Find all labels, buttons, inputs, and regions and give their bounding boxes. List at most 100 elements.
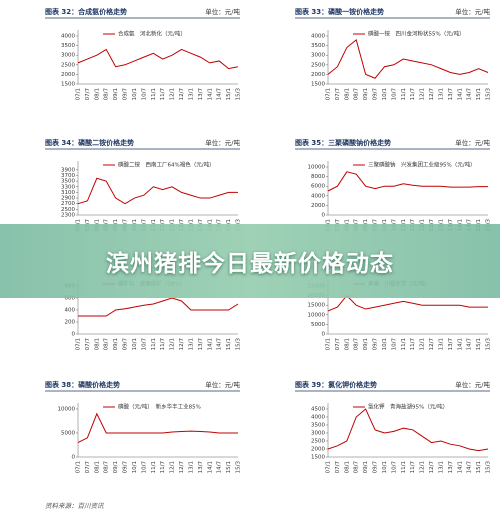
x-tick-label: 12/7 — [429, 88, 435, 101]
x-tick-label: 08/7 — [354, 88, 360, 101]
x-tick-label: 14/7 — [217, 338, 223, 351]
x-tick-label: 10/1 — [132, 338, 138, 350]
x-tick-label: 14/7 — [217, 461, 223, 474]
x-tick-label: 09/7 — [373, 88, 379, 101]
x-tick-label: 14/7 — [467, 461, 473, 474]
x-tick-label: 09/1 — [363, 88, 369, 100]
x-tick-label: 12/1 — [170, 461, 176, 473]
y-tick-label: 2000 — [311, 72, 325, 78]
y-tick-label: 4000 — [61, 34, 75, 40]
y-tick-label: 2500 — [311, 62, 325, 68]
x-tick-label: 10/1 — [132, 461, 138, 473]
x-tick-label: 11/1 — [401, 461, 407, 473]
x-tick-label: 15/3 — [236, 461, 242, 474]
unit-label: 单位：元/吨 — [455, 380, 490, 389]
x-tick-label: 08/1 — [94, 461, 100, 473]
y-tick-label: 3700 — [61, 173, 75, 179]
x-tick-label: 07/7 — [85, 338, 91, 351]
unit-label: 单位：元/吨 — [455, 138, 490, 147]
source-note: 资料来源：百川资讯 — [45, 502, 104, 510]
x-tick-label: 07/7 — [335, 461, 341, 474]
x-tick-label: 11/7 — [410, 461, 416, 474]
unit-label: 单位：元/吨 — [205, 380, 240, 389]
x-tick-label: 07/7 — [335, 338, 341, 351]
x-tick-label: 11/7 — [160, 88, 166, 101]
price-line — [77, 177, 238, 205]
y-tick-label: 3000 — [61, 53, 75, 59]
x-tick-label: 10/7 — [141, 461, 147, 474]
x-tick-label: 07/1 — [326, 88, 332, 100]
x-tick-label: 10/1 — [382, 338, 388, 350]
y-tick-label: 3100 — [61, 190, 75, 196]
x-tick-label: 13/1 — [188, 338, 194, 350]
x-tick-label: 10/7 — [391, 338, 397, 351]
x-tick-label: 08/1 — [94, 338, 100, 350]
x-tick-label: 11/1 — [151, 461, 157, 473]
x-tick-label: 14/7 — [467, 88, 473, 101]
x-tick-label: 10/1 — [132, 88, 138, 100]
x-tick-label: 07/1 — [76, 88, 82, 100]
y-tick-label: 0 — [322, 213, 326, 219]
y-tick-label: 4000 — [311, 415, 325, 421]
x-tick-label: 13/7 — [198, 461, 204, 474]
x-tick-label: 14/1 — [457, 88, 463, 100]
x-tick-label: 13/7 — [448, 461, 454, 474]
legend-label: 合成氨 河北新化（元/吨） — [118, 30, 186, 38]
x-tick-label: 13/1 — [438, 461, 444, 473]
unit-label: 单位：元/吨 — [205, 138, 240, 147]
x-tick-label: 08/7 — [104, 461, 110, 474]
x-tick-label: 07/7 — [85, 88, 91, 101]
x-tick-label: 15/3 — [486, 461, 492, 474]
x-tick-label: 11/7 — [160, 338, 166, 351]
y-tick-label: 0 — [322, 332, 326, 338]
x-tick-label: 15/3 — [236, 338, 242, 351]
x-tick-label: 15/1 — [476, 461, 482, 473]
x-tick-label: 15/3 — [236, 88, 242, 101]
x-tick-label: 13/1 — [188, 461, 194, 473]
legend-label: 三聚磷酸钠 兴发集团工业级95%（元/吨） — [368, 161, 476, 169]
unit-label: 单位：元/吨 — [455, 7, 490, 16]
y-tick-label: 5000 — [61, 431, 75, 437]
y-tick-label: 3500 — [61, 43, 75, 49]
x-tick-label: 15/1 — [226, 461, 232, 473]
price-line — [78, 297, 239, 317]
x-tick-label: 14/7 — [217, 88, 223, 101]
y-tick-label: 2000 — [61, 72, 75, 78]
y-tick-label: 600 — [65, 296, 76, 302]
chart-title: 图表 38：磷酸价格走势 — [45, 380, 120, 389]
y-tick-label: 10000 — [308, 165, 326, 171]
x-tick-label: 13/7 — [448, 88, 454, 101]
x-tick-label: 14/1 — [207, 461, 213, 473]
y-tick-label: 10000 — [58, 407, 76, 413]
y-tick-label: 4000 — [311, 34, 325, 40]
x-tick-label: 12/1 — [170, 88, 176, 100]
x-tick-label: 07/1 — [76, 338, 82, 350]
x-tick-label: 09/1 — [363, 461, 369, 473]
x-tick-label: 07/7 — [335, 88, 341, 101]
x-tick-label: 08/7 — [354, 461, 360, 474]
x-tick-label: 11/1 — [401, 338, 407, 350]
x-tick-label: 14/1 — [457, 461, 463, 473]
x-tick-label: 10/7 — [141, 88, 147, 101]
chart-title: 图表 39：氯化钾价格走势 — [295, 380, 377, 389]
x-tick-label: 07/1 — [76, 461, 82, 473]
y-tick-label: 1500 — [61, 82, 75, 88]
y-tick-label: 3000 — [311, 53, 325, 59]
x-tick-label: 08/1 — [344, 461, 350, 473]
price-line — [77, 412, 238, 444]
x-tick-label: 15/1 — [226, 338, 232, 350]
x-tick-label: 12/7 — [179, 338, 185, 351]
chart-title: 图表 33：磷酸一铵价格走势 — [295, 7, 384, 16]
y-tick-label: 6000 — [311, 184, 325, 190]
x-tick-label: 15/1 — [226, 88, 232, 100]
x-tick-label: 15/3 — [486, 338, 492, 351]
y-tick-label: 3000 — [311, 431, 325, 437]
y-tick-label: 2500 — [61, 62, 75, 68]
x-tick-label: 10/7 — [391, 88, 397, 101]
y-tick-label: 400 — [65, 308, 76, 314]
x-tick-label: 11/1 — [151, 338, 157, 350]
x-tick-label: 09/7 — [373, 461, 379, 474]
x-tick-label: 09/7 — [123, 88, 129, 101]
x-tick-label: 07/7 — [85, 461, 91, 474]
